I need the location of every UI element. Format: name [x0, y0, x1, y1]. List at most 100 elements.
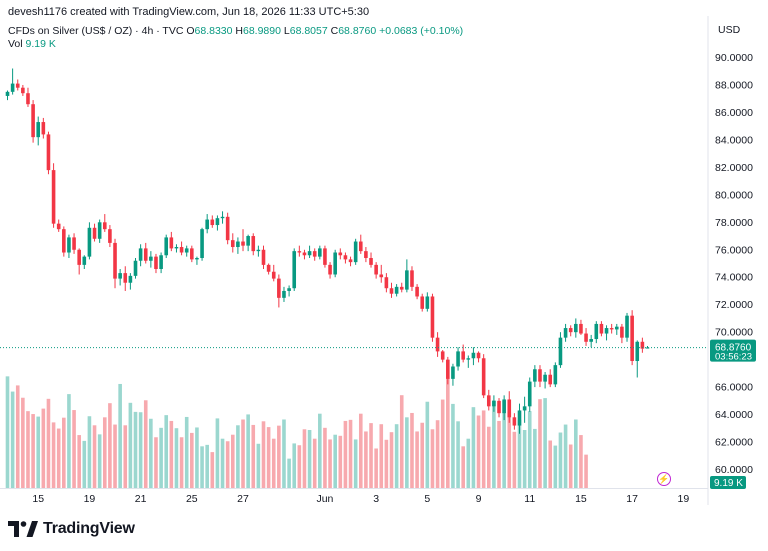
volume-bar: [205, 444, 209, 488]
price-tick-label: 90.0000: [715, 52, 753, 64]
volume-bar: [77, 435, 81, 488]
candle-body: [318, 248, 322, 257]
time-tick-label: 5: [424, 493, 430, 505]
open-label: O: [186, 25, 195, 37]
tradingview-logo[interactable]: TradingView: [8, 520, 135, 538]
volume-bar: [369, 423, 373, 488]
volume-bar: [410, 412, 414, 488]
volume-bar: [26, 411, 30, 488]
candle-body: [323, 248, 327, 265]
volume-bar: [446, 378, 450, 488]
volume-bar: [169, 420, 174, 488]
candle-body: [645, 347, 650, 349]
volume-bar: [502, 401, 506, 488]
volume-legend[interactable]: Vol 9.19 K: [8, 38, 56, 50]
candle-body: [353, 241, 358, 263]
change-value: +0.0683 (+0.10%): [379, 25, 464, 37]
candle-body: [348, 259, 353, 263]
candle-body: [563, 328, 568, 338]
volume-bar: [200, 446, 204, 488]
volume-bar: [56, 428, 61, 488]
candle-body: [297, 251, 302, 253]
time-tick-label: 15: [575, 493, 587, 505]
volume-bar: [405, 417, 409, 488]
candle-body: [169, 237, 174, 249]
volume-bar: [154, 437, 158, 488]
candle-body: [46, 134, 51, 171]
candle-body: [195, 258, 199, 260]
candle-body: [251, 236, 256, 252]
volume-bar: [236, 425, 240, 488]
volume-bar: [108, 403, 112, 488]
candle-body: [179, 247, 184, 253]
candle-body: [568, 328, 573, 333]
volume-bar: [46, 398, 51, 488]
volume-badge-value: 9.19 K: [714, 478, 743, 489]
volume-bar: [277, 425, 281, 488]
candle-body: [56, 223, 61, 230]
candle-body: [282, 290, 286, 298]
candle-body: [446, 359, 450, 379]
volume-bar: [415, 431, 419, 488]
candle-body: [420, 296, 425, 309]
volume-bar: [113, 424, 117, 488]
price-tick-label: 76.0000: [715, 244, 753, 256]
candle-body: [533, 369, 537, 382]
volume-bar: [220, 438, 225, 488]
volume-bar: [159, 427, 163, 488]
volume-bar: [512, 431, 517, 488]
volume-bar: [307, 430, 312, 488]
volume-bar: [184, 416, 189, 488]
volume-bar: [507, 412, 512, 488]
volume-bar: [328, 439, 332, 489]
candle-body: [630, 315, 634, 362]
volume-bar: [527, 411, 532, 488]
candle-body: [128, 275, 133, 283]
volume-bar: [574, 419, 578, 488]
candle-body: [97, 222, 102, 239]
volume-bar: [451, 403, 455, 488]
symbol-title[interactable]: CFDs on Silver (US$ / OZ) · 4h · TVC: [8, 25, 184, 37]
candle-body: [241, 241, 245, 246]
time-tick-label: 19: [84, 493, 96, 505]
volume-bar: [72, 410, 76, 488]
candle-body: [553, 365, 558, 385]
volume-bar: [102, 417, 107, 488]
candle-body: [225, 216, 230, 241]
volume-bar: [179, 437, 184, 488]
symbol-legend[interactable]: CFDs on Silver (US$ / OZ) · 4h · TVC O 68…: [8, 25, 463, 37]
volume-bar: [256, 443, 261, 488]
candle-body: [640, 341, 645, 349]
lightning-icon[interactable]: ⚡: [657, 472, 671, 486]
candle-body: [620, 326, 624, 338]
price-tick-label: 74.0000: [715, 272, 753, 284]
high-value: 68.9890: [243, 25, 281, 37]
countdown-value: 03:56:23: [715, 352, 752, 363]
candle-body: [236, 241, 240, 248]
candle-body: [220, 216, 225, 219]
volume-bar: [133, 411, 138, 489]
candle-body: [333, 252, 337, 275]
volume-badge: [710, 476, 746, 489]
time-tick-label: 25: [186, 493, 198, 505]
price-tick-label: 66.0000: [715, 382, 753, 394]
volume-bar: [292, 443, 297, 488]
volume-bar: [67, 394, 71, 488]
volume-bar: [456, 421, 460, 488]
candle-body: [51, 170, 56, 224]
volume-value: 9.19 K: [25, 38, 56, 50]
volume-bar: [584, 454, 588, 488]
high-label: H: [235, 25, 243, 37]
volume-bar: [164, 415, 169, 488]
volume-bar: [128, 402, 133, 488]
currency-label[interactable]: USD: [718, 24, 741, 36]
volume-bar: [440, 399, 445, 488]
price-tick-label: 64.0000: [715, 409, 753, 421]
candle-body: [374, 264, 378, 275]
candle-body: [364, 251, 368, 259]
price-tick-label: 84.0000: [715, 134, 753, 146]
volume-bar: [225, 441, 230, 488]
candle-body: [277, 278, 281, 298]
time-tick-label: 3: [373, 493, 379, 505]
